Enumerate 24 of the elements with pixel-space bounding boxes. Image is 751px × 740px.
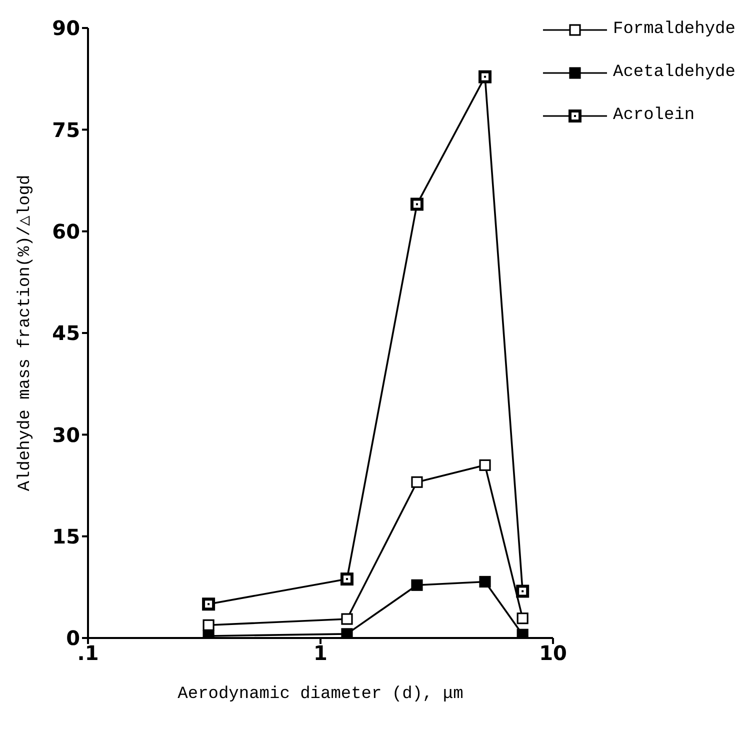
x-tick-label: 1 <box>314 641 328 666</box>
legend-label: Acrolein <box>613 106 695 125</box>
point <box>411 476 423 488</box>
y-axis-title: Aldehyde mass fraction(%)/△logd <box>16 174 36 492</box>
x-tick-label: 10 <box>539 641 567 666</box>
legend-label: Formaldehyde <box>613 20 736 39</box>
y-tick-label: 30 <box>52 422 80 447</box>
point <box>478 70 492 84</box>
y-tick-label: 60 <box>52 219 80 244</box>
point <box>411 579 423 591</box>
point <box>340 572 354 586</box>
y-tick-label: 0 <box>66 626 80 650</box>
y-tick-label: 15 <box>52 524 80 548</box>
y-tick-label: 45 <box>52 321 80 346</box>
point <box>341 628 353 638</box>
point <box>341 613 353 625</box>
point <box>410 198 424 211</box>
point <box>479 459 491 471</box>
point <box>479 576 491 588</box>
legend-label: Acetaldehyde <box>613 63 736 82</box>
y-tick-label: 90 <box>52 16 80 40</box>
x-axis-title: Aerodynamic diameter (d), μm <box>178 685 464 704</box>
x-tick-label: .1 <box>77 641 99 666</box>
y-tick-label: 75 <box>52 118 80 142</box>
